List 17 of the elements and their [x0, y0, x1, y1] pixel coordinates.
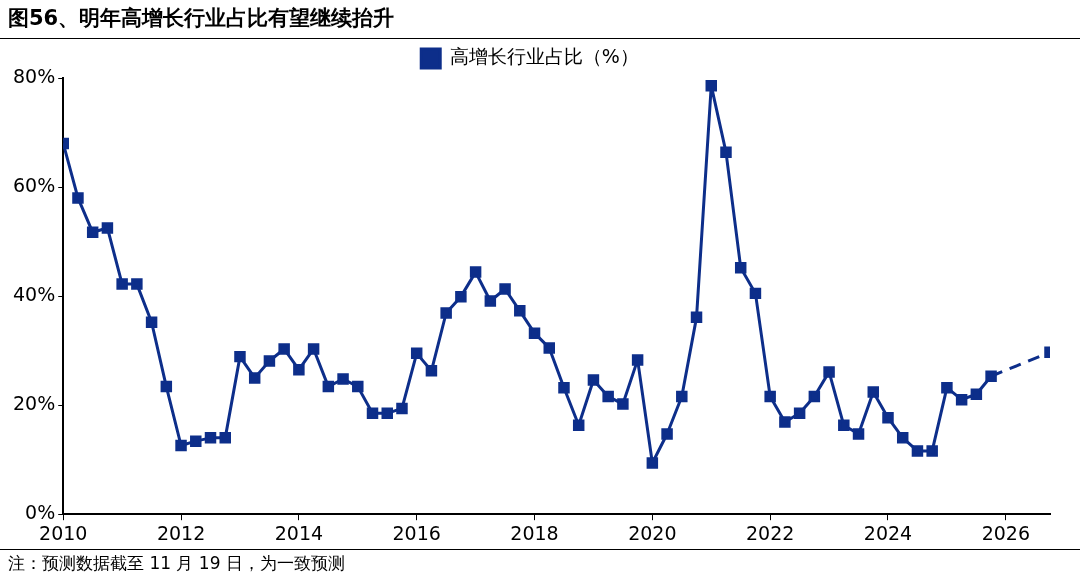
x-tick-label: 2018	[510, 521, 559, 544]
y-tick-label: 60%	[13, 173, 56, 196]
y-tick-label: 40%	[13, 283, 56, 306]
x-tick-label: 2026	[981, 521, 1030, 544]
y-tick-label: 80%	[13, 64, 56, 87]
x-tick-label: 2020	[628, 521, 677, 544]
y-tick-label: 0%	[25, 501, 56, 524]
x-tick-label: 2016	[392, 521, 441, 544]
text: 注：预测数据截至 11 月 19 日，为一致预测	[0, 549, 1080, 577]
x-tick-label: 2022	[745, 521, 795, 544]
y-tick-label: 20%	[13, 392, 56, 415]
legend-label: 高增长行业占比（%）	[449, 45, 639, 68]
x-tick-label: 2024	[863, 521, 913, 544]
x-tick-label: 2012	[156, 521, 206, 544]
x-tick-label: 2010	[39, 521, 88, 544]
x-tick-label: 2014	[274, 521, 324, 544]
chart-title: 图56、明年高增长行业占比有望继续抬升	[0, 0, 1080, 39]
